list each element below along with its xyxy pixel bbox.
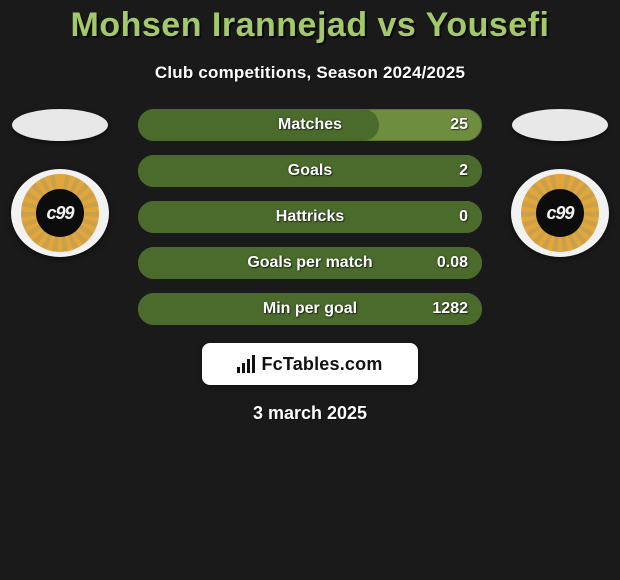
player-left-club-badge: c99 [11, 169, 109, 257]
player-left-column: c99 [0, 109, 120, 257]
stat-value: 1282 [432, 300, 468, 318]
season-subtitle: Club competitions, Season 2024/2025 [0, 49, 620, 83]
brand-text: FcTables.com [261, 354, 382, 375]
stat-label: Goals per match [247, 254, 372, 272]
comparison-arena: c99 c99 Matches 25 Goals 2 Hattricks 0 Goals p… [0, 109, 620, 325]
player-right-column: c99 [500, 109, 620, 257]
stat-value: 0.08 [437, 254, 468, 272]
brand-bars-icon [237, 355, 255, 373]
badge-inner: c99 [536, 189, 584, 237]
stat-value: 0 [459, 208, 468, 226]
player-right-avatar-placeholder [512, 109, 608, 141]
stat-row: Goals 2 [138, 155, 482, 187]
badge-glyph: c99 [46, 203, 73, 224]
stat-fill [138, 109, 379, 141]
player-left-avatar-placeholder [12, 109, 108, 141]
badge-inner: c99 [36, 189, 84, 237]
snapshot-date: 3 march 2025 [0, 403, 620, 424]
stat-row: Min per goal 1282 [138, 293, 482, 325]
stat-row: Hattricks 0 [138, 201, 482, 233]
badge-ring: c99 [521, 174, 599, 252]
stat-row: Matches 25 [138, 109, 482, 141]
stat-label: Hattricks [276, 208, 344, 226]
stat-label: Min per goal [263, 300, 357, 318]
stat-row: Goals per match 0.08 [138, 247, 482, 279]
comparison-card: Mohsen Irannejad vs Yousefi Club competi… [0, 0, 620, 580]
player-right-club-badge: c99 [511, 169, 609, 257]
badge-ring: c99 [21, 174, 99, 252]
badge-glyph: c99 [546, 203, 573, 224]
stat-label: Goals [288, 162, 332, 180]
page-title: Mohsen Irannejad vs Yousefi [0, 0, 620, 49]
stat-value: 2 [459, 162, 468, 180]
stats-list: Matches 25 Goals 2 Hattricks 0 Goals per match… [138, 109, 482, 325]
brand-pill[interactable]: FcTables.com [202, 343, 418, 385]
stat-label: Matches [278, 116, 342, 134]
stat-value: 25 [450, 116, 468, 134]
